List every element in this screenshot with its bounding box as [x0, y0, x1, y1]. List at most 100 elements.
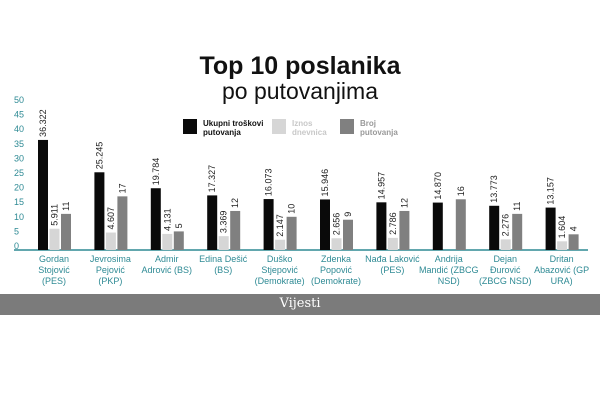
data-label: 9 — [343, 212, 353, 217]
bar-total — [376, 202, 387, 250]
y-tick-label: 35 — [14, 139, 24, 149]
legend-label: putovanja — [203, 128, 241, 137]
bar-trips — [399, 210, 410, 250]
x-tick-label: Duško — [267, 254, 293, 264]
x-tick-label: Popović — [320, 265, 353, 275]
data-label: 4 — [569, 226, 579, 231]
data-label: 16 — [456, 186, 466, 196]
data-label: 1.604 — [557, 216, 567, 239]
x-tick-label: Mandić (ZBCG — [419, 265, 479, 275]
x-tick-label: (ZBCG NSD) — [479, 276, 532, 286]
bar-trips — [117, 196, 128, 250]
data-label: 4.607 — [106, 207, 116, 230]
data-label: 17.327 — [207, 165, 217, 193]
x-tick-label: Andrija — [435, 254, 463, 264]
y-tick-label: 40 — [14, 124, 24, 134]
chart-subtitle: po putovanjima — [222, 78, 378, 104]
y-tick-label: 50 — [14, 95, 24, 105]
bar-total — [432, 202, 443, 250]
data-label: 4.131 — [162, 208, 172, 231]
legend-label: dnevnica — [292, 128, 327, 137]
bar-per-diem — [500, 239, 511, 250]
bar-trips — [343, 219, 353, 250]
legend-swatch — [272, 119, 286, 134]
bar-trips — [455, 199, 466, 250]
x-tick-label: URA) — [551, 276, 573, 286]
data-label: 13.773 — [489, 175, 499, 203]
bar-per-diem — [49, 228, 60, 250]
bar-trips — [61, 213, 71, 250]
bar-total — [207, 195, 218, 250]
x-tick-label: (PES) — [42, 276, 66, 286]
data-label: 2.276 — [501, 214, 511, 237]
data-label: 13.157 — [546, 177, 556, 205]
bar-per-diem — [387, 237, 398, 250]
data-label: 15.946 — [320, 169, 330, 197]
x-tick-label: Adrović (BS) — [142, 265, 193, 275]
x-tick-label: (Demokrate) — [311, 276, 361, 286]
x-tick-label: Pejović — [96, 265, 126, 275]
bar-total — [38, 139, 48, 250]
data-label: 3.369 — [219, 211, 229, 234]
data-label: 2.786 — [388, 212, 398, 235]
footer-bar: Vijesti — [0, 294, 600, 315]
x-tick-label: (PES) — [380, 265, 404, 275]
legend-label: Iznos — [292, 119, 313, 128]
legend-label: Broj — [360, 119, 376, 128]
legend-label: putovanja — [360, 128, 398, 137]
chart-title: Top 10 poslanika — [199, 52, 401, 80]
bar-trips — [568, 234, 579, 250]
bar-per-diem — [218, 236, 229, 250]
data-label: 17 — [117, 183, 127, 193]
data-label: 5 — [174, 223, 184, 228]
legend-label: Ukupni troškovi — [203, 119, 263, 128]
bar-per-diem — [275, 239, 286, 250]
x-tick-label: Jevrosima — [90, 254, 131, 264]
y-tick-label: 15 — [14, 197, 24, 207]
data-label: 2.147 — [275, 214, 285, 237]
x-tick-label: Dritan — [550, 254, 574, 264]
y-tick-label: 0 — [14, 241, 19, 251]
bar-total — [489, 205, 500, 250]
y-tick-label: 45 — [14, 110, 24, 120]
x-tick-label: Admir — [155, 254, 179, 264]
y-tick-label: 25 — [14, 168, 24, 178]
data-label: 36.322 — [38, 109, 48, 137]
x-tick-label: Nađa Laković — [365, 254, 420, 264]
bar-per-diem — [162, 233, 173, 250]
legend-swatch — [183, 119, 197, 134]
data-label: 5.911 — [50, 204, 60, 226]
legend-swatch — [340, 119, 354, 134]
data-label: 10 — [287, 204, 297, 214]
x-tick-label: Stjepović — [261, 265, 298, 275]
bar-total — [545, 207, 556, 250]
data-label: 16.073 — [264, 169, 274, 197]
data-label: 12 — [399, 198, 409, 208]
y-tick-label: 30 — [14, 153, 24, 163]
data-label: 14.957 — [376, 172, 386, 200]
bar-trips — [173, 231, 184, 250]
data-label: 25.245 — [94, 142, 104, 170]
x-tick-label: (BS) — [214, 265, 232, 275]
x-tick-label: Gordan — [39, 254, 69, 264]
x-tick-label: Zdenka — [321, 254, 351, 264]
x-tick-label: NSD) — [438, 276, 460, 286]
data-label: 2.656 — [332, 213, 342, 236]
bar-per-diem — [557, 241, 568, 250]
y-tick-label: 20 — [14, 183, 24, 193]
x-tick-label: Abazović (GP — [534, 265, 589, 275]
bar-trips — [512, 213, 523, 250]
x-tick-label: Đurović — [490, 265, 521, 275]
bar-per-diem — [331, 238, 342, 250]
x-tick-label: (PKP) — [98, 276, 122, 286]
bar-total — [94, 172, 105, 250]
x-tick-label: Stojović — [38, 265, 70, 275]
bar-trips — [230, 210, 241, 250]
bar-total — [263, 199, 274, 250]
data-label: 12 — [230, 198, 240, 208]
x-tick-label: Dejan — [493, 254, 517, 264]
data-label: 11 — [512, 202, 522, 211]
bar-total — [320, 199, 330, 250]
bar-per-diem — [105, 232, 116, 250]
